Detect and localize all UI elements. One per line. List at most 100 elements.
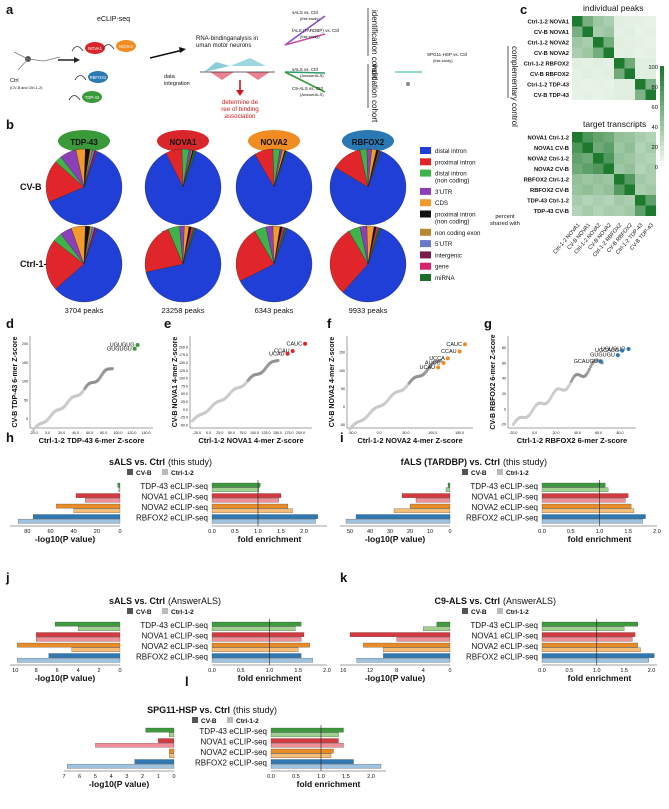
heatmap-cell xyxy=(582,184,593,195)
heatmap-cell xyxy=(603,153,614,164)
x-axis-label: -log10(P value) xyxy=(365,534,425,544)
fold-bar xyxy=(211,657,313,663)
pie-slice-mirna xyxy=(182,150,197,188)
x-axis-label: Ctrl-1-2 NOVA2 4-mer Z-score xyxy=(357,436,462,445)
chart-subtitle: (AnswerALS) xyxy=(503,596,556,606)
arrow-head xyxy=(179,47,186,53)
heatmap-cell xyxy=(582,89,593,100)
y-tick-label: 200 xyxy=(22,342,28,346)
x-tick-label: 1.5 xyxy=(624,529,632,535)
heatmap-cell xyxy=(572,205,583,216)
legend-swatch xyxy=(420,147,431,154)
y-tick-label: 175.0 xyxy=(179,353,188,357)
kmer-label: UCAU xyxy=(420,365,436,371)
colorbar-segment xyxy=(660,161,664,167)
heatmap-cell xyxy=(582,153,593,164)
x-tick-label: 12 xyxy=(367,668,373,674)
spg-cohort-note: (this study) xyxy=(433,58,453,63)
heatmap-cell xyxy=(572,16,583,27)
x-tick-label: 1.5 xyxy=(277,529,285,535)
category-label: TDP-43 eCLIP-seq xyxy=(140,621,208,630)
x-axis-label: -log10(P value) xyxy=(35,534,95,544)
pie-slice-distal-intron xyxy=(144,151,222,226)
y-tick-label: 200.0 xyxy=(179,345,188,349)
heatmap-cell xyxy=(635,47,646,58)
heatmap-cell xyxy=(624,58,635,69)
x-tick-label: 20.0 xyxy=(58,431,65,435)
pvalue-bar xyxy=(158,738,175,743)
legend-label: proximal intron xyxy=(435,212,476,219)
legend-label: intergenic xyxy=(435,252,462,259)
category-label: RBFOX2 eCLIP-seq xyxy=(195,759,267,768)
heatmap-row-label: CV-B NOVA1 xyxy=(534,30,570,36)
y-tick-label: -25.0 xyxy=(180,416,188,420)
x-tick-label: 60.0 xyxy=(595,431,602,435)
bar-panel-h: sALS vs. Ctrl (this study) CV-B Ctrl-1-2 TDP… xyxy=(10,457,327,544)
pvalue-bar xyxy=(36,632,121,637)
heatmap-cell xyxy=(582,58,593,69)
x-tick-label: 1.5 xyxy=(294,668,302,674)
heatmap-cell xyxy=(624,184,635,195)
heatmap-row-label: TDP-43 Ctrl-1-2 xyxy=(527,199,569,205)
y-tick-label: -50.0 xyxy=(180,423,188,427)
pvalue-bar xyxy=(17,518,121,524)
colorbar-segment xyxy=(660,66,664,72)
legend-swatch-cvb xyxy=(462,469,468,475)
legend-swatch-cvb xyxy=(462,608,468,614)
neuron-icon xyxy=(13,51,61,71)
x-tick-label: 40.0 xyxy=(72,431,79,435)
heatmap-row-label: CV-B NOVA2 xyxy=(534,51,569,57)
y-tick-label: 125.0 xyxy=(179,369,188,373)
heatmap-cell xyxy=(614,132,625,143)
heatmap-cell xyxy=(593,163,604,174)
heatmap-cell xyxy=(614,26,625,37)
legend-swatch xyxy=(420,199,431,207)
x-tick-label: -25.0 xyxy=(193,431,201,435)
x-tick-label: 1.5 xyxy=(620,668,628,674)
fold-bar xyxy=(541,514,646,519)
x-tick-label: 100.0 xyxy=(428,431,437,435)
cohort-note: (this study) xyxy=(300,34,320,39)
heatmap-cell xyxy=(582,132,593,143)
heatmap-row-label: TDP-43 CV-B xyxy=(534,209,569,215)
legend-label: Ctrl-1-2 xyxy=(171,470,194,477)
legend-label: Ctrl-1-2 xyxy=(236,718,259,725)
x-tick-label: -20.0 xyxy=(509,431,517,435)
fold-bar xyxy=(270,738,339,743)
category-label: TDP-43 eCLIP-seq xyxy=(470,621,538,630)
legend-swatch xyxy=(420,240,431,248)
pvalue-bar xyxy=(117,482,121,488)
heatmap-cell xyxy=(645,153,656,164)
kmer-point-highlight xyxy=(445,356,450,361)
legend-swatch xyxy=(420,228,431,236)
y-tick-label: 50 xyxy=(341,387,345,391)
pie-slice-gene xyxy=(83,227,98,265)
y-tick-label: 25.0 xyxy=(181,400,188,404)
heatmap-cell xyxy=(614,79,625,90)
colorbar-segment xyxy=(660,131,664,137)
y-tick-label: 0 xyxy=(504,407,506,411)
y-tick-label: 75.0 xyxy=(181,384,188,388)
heatmap-cell xyxy=(572,174,583,185)
chart-subtitle: (this study) xyxy=(233,705,277,715)
heatmap-cell xyxy=(603,195,614,206)
fold-bar xyxy=(270,763,382,769)
heatmap-cell xyxy=(593,37,604,48)
heatmap-cell xyxy=(614,47,625,58)
data-integration-label: integration xyxy=(164,81,190,87)
legend-label: gene xyxy=(435,264,449,271)
cohort-name: C9-ALS vs. Ctrl xyxy=(292,86,323,91)
fold-bar xyxy=(211,482,261,488)
kmer-point-highlight xyxy=(457,349,462,354)
legend-swatch-cvb xyxy=(192,717,198,723)
cohort-name: fALS (TARDBP) vs. Ctrl xyxy=(292,28,339,33)
antibody-icon xyxy=(74,75,87,81)
category-label: NOVA2 eCLIP-seq xyxy=(141,642,208,651)
x-tick-label: 2.0 xyxy=(367,774,375,780)
x-tick-label: 8 xyxy=(35,668,38,674)
fold-bar xyxy=(541,508,635,514)
scatter-panel-f: -50.0 0.0 50.0 100.0 150.0 -50 0 50 100 150 Ctrl-1… xyxy=(329,336,473,445)
heatmap-cell xyxy=(572,142,583,153)
heatmap-row-label: RBFOX2 CV-B xyxy=(530,188,569,194)
y-axis-label: CV-B RBFOX2 6-mer Z-score xyxy=(490,334,497,429)
